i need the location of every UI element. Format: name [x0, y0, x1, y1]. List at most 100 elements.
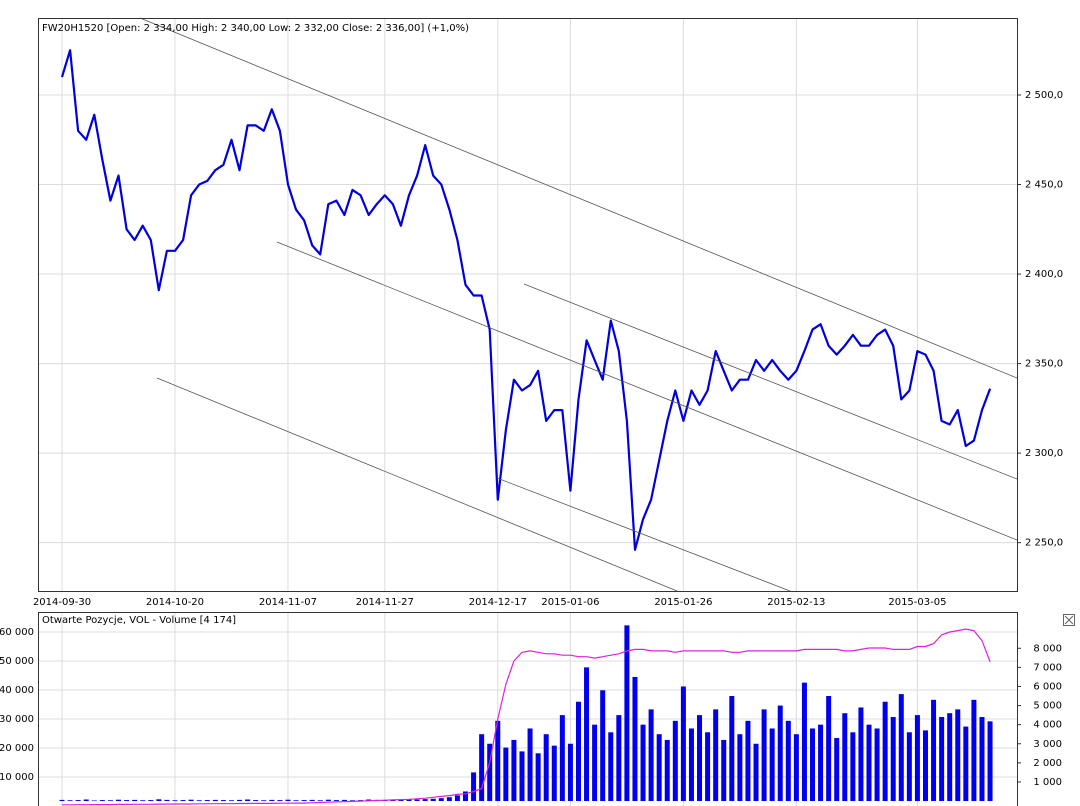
- volume-bar: [333, 800, 339, 802]
- volume-bar: [196, 800, 202, 802]
- y-tick-label: 2 250,0: [1025, 538, 1063, 549]
- volume-bar: [277, 800, 283, 802]
- trend-line: [156, 377, 678, 592]
- volume-bar: [454, 795, 460, 802]
- volume-bar: [67, 800, 73, 802]
- trend-lines: [139, 17, 1018, 592]
- volume-bar: [737, 734, 743, 802]
- volume-bar: [906, 732, 912, 802]
- volume-bar: [600, 690, 606, 802]
- volume-bar: [124, 800, 130, 802]
- series-line: [62, 628, 991, 806]
- volume-bar: [172, 800, 178, 802]
- volume-bar: [99, 800, 105, 802]
- volume-bar: [115, 799, 121, 802]
- volume-bar: [269, 799, 275, 802]
- volume-bar: [688, 728, 694, 802]
- volume-bar: [793, 734, 799, 802]
- volume-bar: [107, 800, 113, 802]
- volume-bar: [309, 799, 315, 802]
- volume-bar: [801, 682, 807, 802]
- x-tick-label: 2015-02-13: [767, 597, 825, 608]
- volume-bar: [253, 800, 259, 802]
- volume-bar: [59, 799, 65, 802]
- y-tick-label: 40 000: [0, 685, 34, 696]
- x-tick-label: 2015-01-26: [654, 597, 712, 608]
- volume-bar: [91, 800, 97, 802]
- volume-bar: [220, 800, 226, 802]
- volume-bar: [874, 728, 880, 802]
- volume-bar: [430, 798, 436, 802]
- volume-bar: [438, 798, 444, 802]
- x-tick-label: 2015-03-05: [888, 597, 946, 608]
- volume-bar: [939, 717, 945, 802]
- volume-bar: [890, 717, 896, 802]
- y-tick-label: 50 000: [0, 656, 34, 667]
- y-tick-label: 2 350,0: [1025, 359, 1063, 370]
- volume-bar: [818, 724, 824, 802]
- volume-bar: [882, 701, 888, 802]
- volume-bar: [608, 732, 614, 802]
- volume-bar: [511, 739, 517, 802]
- y2-tick-label: 1 000: [1033, 777, 1062, 788]
- volume-bar: [705, 732, 711, 802]
- volume-bar: [866, 724, 872, 802]
- volume-bar: [664, 739, 670, 802]
- volume-bar: [753, 743, 759, 802]
- volume-bar: [301, 800, 307, 802]
- volume-bar: [971, 699, 977, 802]
- volume-bar: [543, 734, 549, 802]
- volume-bar: [584, 667, 590, 802]
- volume-bar: [729, 696, 735, 802]
- volume-bar: [616, 715, 622, 802]
- price-panel: 2 250,0 2 300,0 2 350,0 2 400,0 2 450,0 2 500…: [33, 18, 1063, 806]
- volume-bar: [471, 772, 477, 802]
- volume-bar: [931, 699, 937, 802]
- volume-bar: [156, 799, 162, 802]
- y2-tick-label: 3 000: [1033, 739, 1062, 750]
- volume-bar: [479, 734, 485, 802]
- volume-bar: [842, 713, 848, 802]
- y2-tick-label: 5 000: [1033, 701, 1062, 712]
- trend-line: [139, 17, 1018, 379]
- volume-bar: [180, 800, 186, 802]
- chart-title: FW20H1520 [Open: 2 334,00 High: 2 340,00…: [42, 23, 469, 34]
- volume-bar: [164, 799, 170, 802]
- trend-line: [496, 477, 791, 592]
- volume-bar: [947, 713, 953, 802]
- volume-bar: [422, 799, 428, 802]
- volume-bar: [285, 799, 291, 802]
- y2-tick-label: 6 000: [1033, 681, 1062, 692]
- volume-bar: [987, 721, 993, 802]
- y-tick-label: 2 500,0: [1025, 90, 1063, 101]
- volume-panel: 10 000 20 000 30 000 40 000 50 000 60 000 1 00…: [0, 625, 1062, 806]
- volume-bar: [228, 800, 234, 802]
- volume-bar: [777, 705, 783, 802]
- volume-bar: [317, 800, 323, 802]
- volume-bar: [810, 728, 816, 802]
- plot-frame: [38, 18, 1018, 592]
- close-button[interactable]: [1063, 614, 1075, 626]
- y-tick-label: 2 400,0: [1025, 269, 1063, 280]
- volume-bar: [858, 707, 864, 802]
- volume-bar: [83, 799, 89, 802]
- volume-bar: [898, 694, 904, 802]
- y2-tick-label: 2 000: [1033, 758, 1062, 769]
- volume-bar: [721, 739, 727, 802]
- volume-bar: [293, 800, 299, 802]
- volume-bar: [979, 717, 985, 802]
- volume-bar: [463, 791, 468, 802]
- volume-bar: [567, 743, 573, 802]
- volume-bar: [237, 799, 243, 802]
- x-tick-label: 2014-11-07: [259, 597, 317, 608]
- volume-bar: [140, 800, 146, 802]
- volume-bar: [212, 799, 218, 802]
- volume-bar: [188, 799, 194, 802]
- volume-bar: [527, 728, 533, 802]
- series-line: [60, 49, 992, 551]
- volume-bar: [406, 799, 412, 802]
- volume-bar: [495, 720, 501, 802]
- volume-bar: [963, 726, 969, 802]
